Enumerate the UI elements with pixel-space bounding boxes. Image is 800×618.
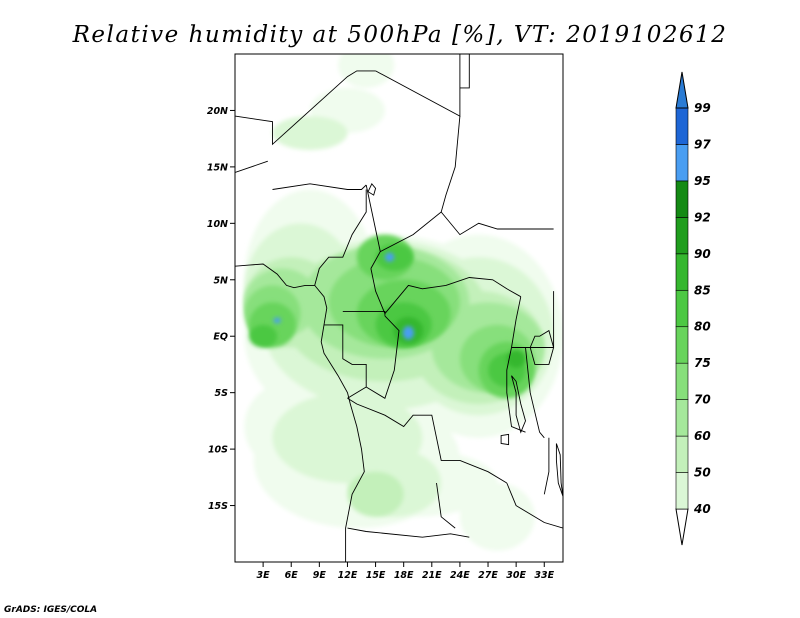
country-border <box>459 54 470 89</box>
lon-tick-label: 24E <box>450 570 470 581</box>
country-border <box>347 527 470 538</box>
map-title: Relative humidity at 500hPa [%], VT: 201… <box>72 22 728 48</box>
country-border <box>235 160 268 173</box>
colorbar-tick-label: 90 <box>694 247 711 261</box>
colorbar-tick-label: 50 <box>694 466 711 480</box>
map-frame <box>234 53 564 563</box>
lat-tick-label: EQ <box>213 332 228 343</box>
lon-tick-label: 33E <box>534 570 554 581</box>
country-border <box>543 437 550 495</box>
colorbar-tick-label: 40 <box>693 502 711 516</box>
country-border <box>235 70 376 146</box>
lake-outline <box>555 443 563 497</box>
humidity-blob <box>272 116 348 150</box>
colorbar-segment <box>675 107 689 145</box>
country-border <box>370 268 522 315</box>
lon-tick-label: 18E <box>394 570 414 581</box>
lon-tick-label: 21E <box>422 570 442 581</box>
humidity-blob <box>249 324 278 348</box>
humidity-blob <box>347 471 404 517</box>
colorbar-upper-extension <box>675 71 689 109</box>
lat-tick-label: 10N <box>207 219 228 230</box>
country-border <box>525 347 545 439</box>
map-panel: 20N 15N 10N 5N EQ 5S 10S 15S 3E 6E 9E 12E 15E 18E 21E… <box>207 53 564 581</box>
lon-tick-label: 6E <box>285 570 299 581</box>
humidity-shading <box>244 54 563 551</box>
country-border <box>272 183 367 190</box>
country-border <box>440 211 554 236</box>
colorbar-tick-label: 60 <box>694 429 711 443</box>
lake-outline <box>511 375 526 434</box>
colorbar-tick-label: 99 <box>694 101 711 115</box>
colorbar-tick-label: 97 <box>694 137 711 151</box>
coastline <box>235 263 365 562</box>
country-border <box>342 310 386 316</box>
lake-outline <box>367 182 377 196</box>
country-border <box>506 296 526 433</box>
colorbar-tick-label: 95 <box>694 174 711 188</box>
colorbar-segment <box>675 362 689 400</box>
lon-tick-label: 3E <box>257 570 271 581</box>
humidity-blob <box>375 243 414 271</box>
country-border <box>506 482 563 529</box>
colorbar-segment <box>675 472 689 510</box>
lake-outline <box>500 433 510 446</box>
country-border <box>511 291 555 348</box>
lon-tick-label: 9E <box>313 570 327 581</box>
colorbar-segment <box>675 144 689 182</box>
colorbar-segment <box>675 326 689 364</box>
colorbar-tick-label: 85 <box>694 283 711 297</box>
country-border <box>365 315 400 399</box>
colorbar-segment <box>675 253 689 291</box>
colorbar-segment <box>675 435 689 473</box>
lon-tick-label: 27E <box>478 570 498 581</box>
lat-tick-label: 5S <box>215 388 229 399</box>
colorbar: 40 50 60 70 75 80 85 90 92 95 97 99 <box>675 71 711 546</box>
longitude-axis: 3E 6E 9E 12E 15E 18E 21E 24E 27E 30E 33E <box>257 562 555 581</box>
lon-tick-label: 15E <box>366 570 386 581</box>
lon-tick-label: 12E <box>338 570 358 581</box>
colorbar-tick-label: 80 <box>694 320 711 334</box>
country-borders <box>235 54 563 562</box>
humidity-blob <box>459 482 535 551</box>
country-border <box>380 116 461 252</box>
lat-tick-label: 10S <box>208 445 228 456</box>
humidity-level-lvl95 <box>273 252 414 340</box>
colorbar-tick-label: 75 <box>694 356 711 370</box>
colorbar-segment <box>675 217 689 255</box>
humidity-blob <box>506 349 526 368</box>
country-border <box>436 482 456 529</box>
colorbar-segment <box>675 180 689 218</box>
credit-label: GrADS: IGES/COLA <box>4 605 97 615</box>
lake-outline <box>529 329 555 365</box>
colorbar-segment <box>675 289 689 328</box>
humidity-blob <box>338 54 395 88</box>
colorbar-tick-label: 70 <box>694 393 711 407</box>
humidity-blob <box>273 317 281 324</box>
country-border <box>314 189 367 286</box>
colorbar-tick-label: 92 <box>694 210 711 224</box>
colorbar-segment <box>675 399 689 437</box>
lat-tick-label: 5N <box>213 275 228 286</box>
country-border <box>347 397 508 484</box>
lat-tick-label: 15N <box>207 162 228 173</box>
lat-tick-label: 15S <box>208 501 228 512</box>
colorbar-lower-extension <box>675 508 689 546</box>
lat-tick-label: 20N <box>207 106 228 117</box>
latitude-axis: 20N 15N 10N 5N EQ 5S 10S 15S <box>207 106 235 512</box>
humidity-blob <box>384 252 395 262</box>
humidity-blob <box>402 326 414 340</box>
lon-tick-label: 30E <box>506 570 526 581</box>
